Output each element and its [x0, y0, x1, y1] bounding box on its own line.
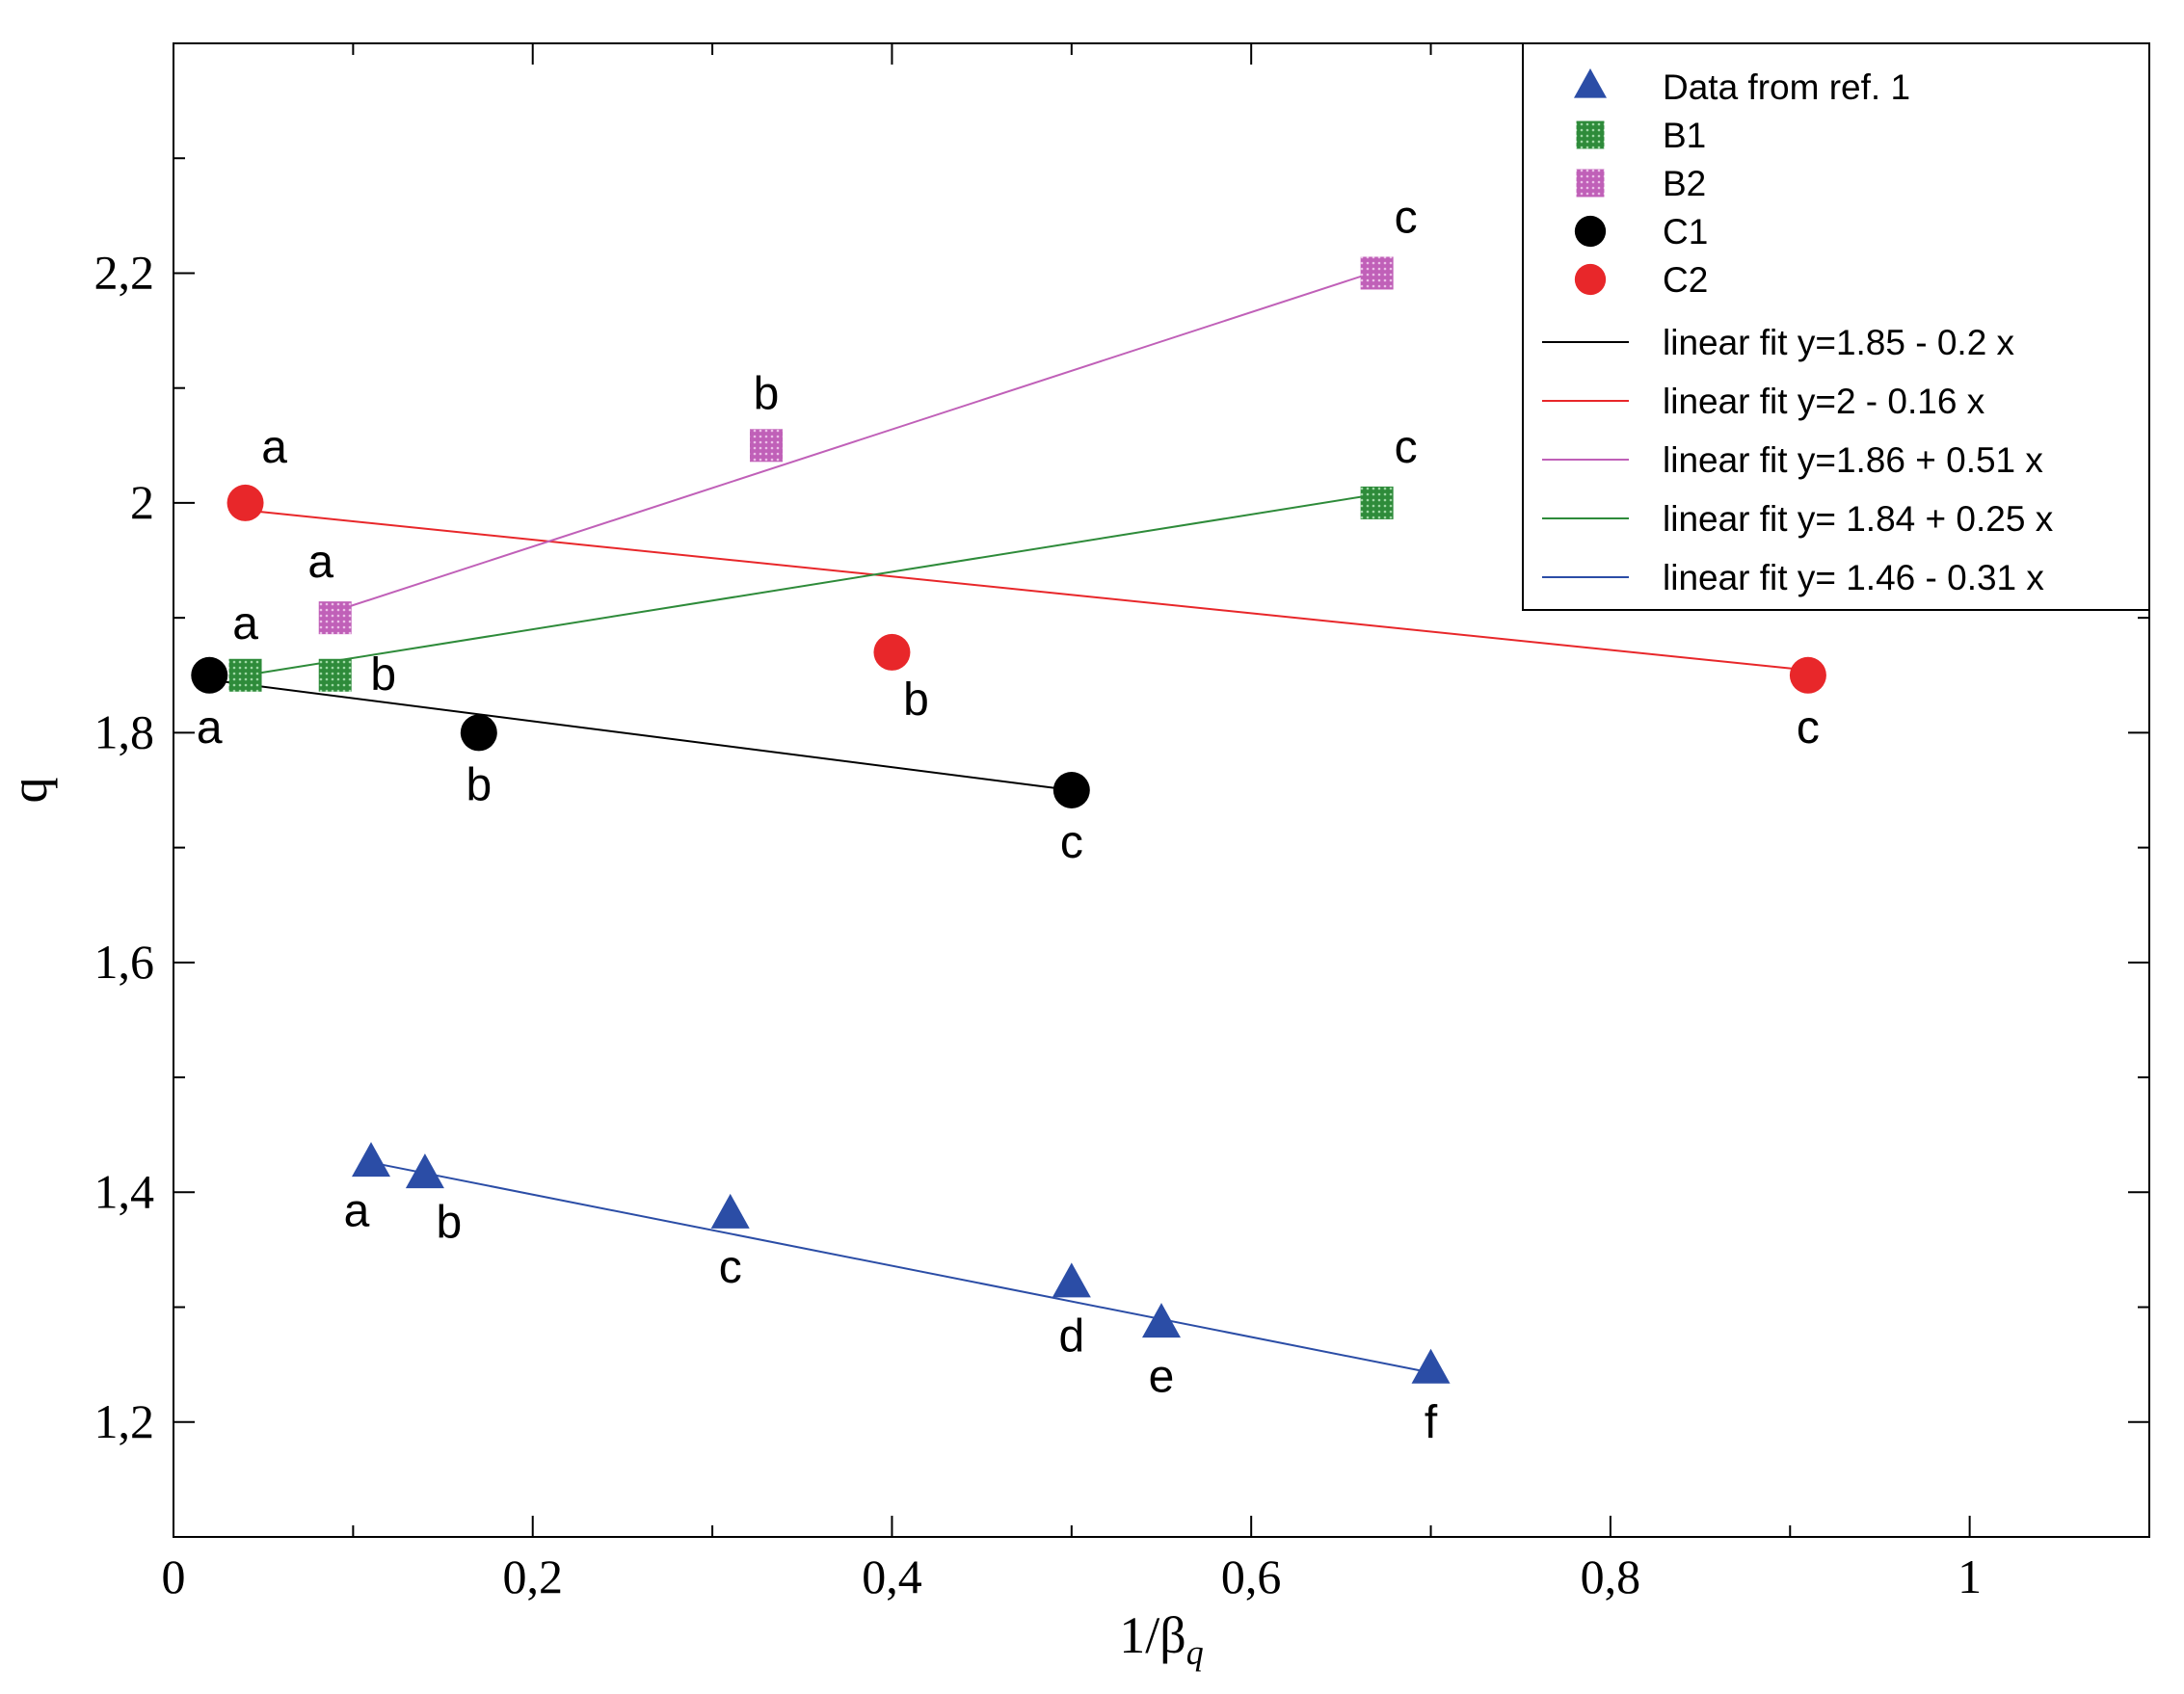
x-tick-label: 0,2: [502, 1549, 563, 1603]
point-label-c: c: [719, 1242, 742, 1293]
point-label-a: a: [197, 702, 223, 754]
point-data-from-ref-1-f: [1411, 1348, 1451, 1384]
point-label-b: b: [754, 368, 780, 419]
fit-lines: [209, 270, 1809, 1374]
fit-line-2: [245, 509, 1809, 672]
legend-marker-c1: [1574, 215, 1607, 248]
fit-line-5: [370, 1161, 1431, 1374]
legend-fit-label: linear fit y=2 - 0.16 x: [1663, 382, 1985, 421]
point-c1-b: [460, 714, 497, 752]
y-axis-title: q: [0, 778, 58, 804]
legend-label: C1: [1663, 212, 1708, 251]
legend-marker-b1: [1576, 120, 1605, 149]
legend-marker-data-from-ref-1: [1574, 68, 1607, 98]
legend-box: [1522, 42, 2150, 611]
point-label-b: b: [437, 1197, 463, 1248]
fit-line-1: [209, 678, 1072, 791]
point-label-a: a: [344, 1186, 370, 1237]
legend-fit-label: linear fit y=1.85 - 0.2 x: [1663, 323, 2015, 362]
legend-fit-label: linear fit y=1.86 + 0.51 x: [1663, 440, 2043, 480]
point-label-a: a: [232, 598, 258, 649]
point-c1-c: [1052, 772, 1090, 808]
point-label-c: c: [1395, 192, 1418, 243]
y-tick-label: 1,6: [94, 935, 155, 989]
x-tick-label: 0,8: [1581, 1549, 1641, 1603]
y-tick-label: 2,2: [94, 245, 155, 299]
legend: Data from ref. 1 B1 B2 C1 C2 linear fit y=1.8…: [1522, 42, 2150, 611]
point-b2-c: [1360, 256, 1394, 290]
point-data-from-ref-1-d: [1052, 1262, 1091, 1298]
y-tick-label: 2: [130, 475, 154, 529]
point-c2-b: [873, 633, 911, 671]
point-label-a: a: [261, 422, 287, 473]
y-tick-label: 1,4: [94, 1164, 155, 1218]
point-data-from-ref-1-b: [405, 1153, 444, 1189]
x-axis-title: 1/βq: [1119, 1606, 1203, 1672]
point-label-d: d: [1058, 1311, 1084, 1363]
legend-marker-b2: [1576, 169, 1605, 198]
point-c1-a: [191, 656, 228, 694]
x-axis-title-main: 1/β: [1119, 1606, 1185, 1664]
point-b2-b: [750, 429, 783, 463]
legend-label: Data from ref. 1: [1663, 67, 1910, 107]
legend-marker-c2: [1574, 263, 1607, 296]
point-label-e: e: [1149, 1351, 1175, 1402]
point-b1-c: [1360, 486, 1394, 519]
point-c2-c: [1789, 656, 1826, 694]
legend-fit-label: linear fit y= 1.84 + 0.25 x: [1663, 499, 2054, 539]
y-tick-label: 1,8: [94, 704, 155, 758]
point-label-c: c: [1060, 817, 1083, 868]
point-label-a: a: [307, 537, 333, 588]
point-data-from-ref-1-e: [1142, 1303, 1181, 1338]
point-b1-b: [318, 658, 352, 692]
data-points: [191, 256, 1826, 1384]
plot-frame: [173, 42, 2150, 1538]
point-labels: a b c d e f a b c a b c a b c a b c: [197, 192, 1820, 1448]
point-data-from-ref-1-a: [352, 1142, 390, 1178]
point-label-f: f: [1425, 1397, 1438, 1448]
point-data-from-ref-1-c: [710, 1193, 750, 1229]
x-tick-label: 0: [162, 1549, 186, 1603]
x-tick-label: 0,4: [862, 1549, 922, 1603]
point-label-b: b: [466, 759, 492, 810]
x-tick-label: 1: [1958, 1549, 1982, 1603]
legend-label: B2: [1663, 164, 1706, 203]
legend-label: C2: [1663, 260, 1708, 300]
point-b1-a: [228, 658, 262, 692]
point-b2-a: [318, 601, 352, 635]
point-label-b: b: [903, 675, 929, 726]
point-c2-a: [226, 484, 264, 521]
fit-line-4: [245, 492, 1377, 676]
point-label-c: c: [1797, 702, 1820, 754]
y-tick-label: 1,2: [94, 1394, 155, 1448]
x-axis-title-subscript: q: [1186, 1633, 1204, 1672]
point-label-b: b: [370, 649, 396, 701]
legend-fit-label: linear fit y= 1.46 - 0.31 x: [1663, 558, 2044, 597]
x-tick-label: 0,6: [1221, 1549, 1282, 1603]
point-label-c: c: [1395, 422, 1418, 473]
legend-label: B1: [1663, 116, 1706, 155]
axes: 0 0,2 0,4 0,6 0,8 11,21,41,61,822,21/βqq: [0, 42, 2150, 1672]
fit-line-3: [334, 270, 1377, 613]
